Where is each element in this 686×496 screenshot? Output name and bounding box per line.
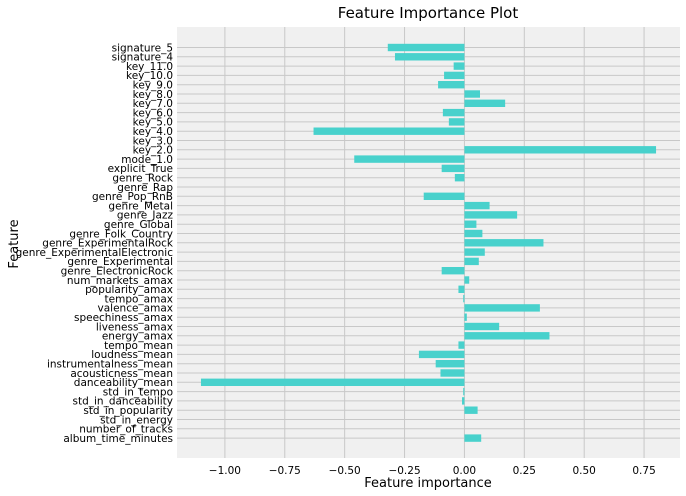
y-tick-label: key_9.0 bbox=[133, 80, 173, 92]
x-tick-label: −0.50 bbox=[329, 465, 361, 477]
y-tick-label: signature_5 bbox=[112, 42, 173, 54]
bar-layer bbox=[200, 43, 657, 442]
chart-title: Feature Importance Plot bbox=[338, 4, 519, 22]
x-tick-label: 0.00 bbox=[453, 465, 476, 477]
bar-std-in-tempo bbox=[463, 387, 465, 396]
y-tick-label: mode_1.0 bbox=[121, 154, 173, 166]
y-tick-label: genre_ElectronicRock bbox=[61, 266, 174, 278]
bar-num-markets-amax bbox=[464, 276, 470, 284]
y-tick-label: num_markets_amax bbox=[67, 275, 173, 287]
x-tick-label: −0.25 bbox=[388, 465, 420, 477]
bar-instrumentalness-mean bbox=[435, 360, 465, 368]
y-tick-label: key_2.0 bbox=[133, 145, 173, 157]
y-tick-label: genre_ExperimentalElectronic bbox=[16, 247, 174, 259]
bar-explicit-true bbox=[441, 164, 465, 173]
y-tick-label: genre_Global bbox=[104, 219, 173, 231]
bar-genre-folk-country bbox=[464, 229, 483, 238]
y-tick-label: genre_Experimental bbox=[67, 256, 173, 268]
x-tick-label: 0.75 bbox=[632, 465, 655, 477]
y-tick-label: key_10.0 bbox=[126, 70, 173, 82]
y-tick-label: energy_amax bbox=[102, 331, 173, 343]
bar-mode-1-0 bbox=[354, 155, 465, 163]
y-axis-label: Feature bbox=[7, 219, 22, 268]
y-tick-label: explicit_True bbox=[108, 163, 173, 175]
y-tick-label: key_5.0 bbox=[133, 117, 173, 129]
bar-genre-experimentalrock bbox=[464, 239, 544, 247]
y-tick-label: genre_ExperimentalRock bbox=[42, 238, 174, 250]
y-tick-label: genre_Pop_RnB bbox=[92, 191, 173, 203]
y-tick-label: album_time_minutes bbox=[63, 433, 173, 445]
y-tick-label: key_11.0 bbox=[126, 61, 173, 73]
y-tick-label: genre_Folk_Country bbox=[69, 228, 173, 240]
y-tick-label: tempo_mean bbox=[104, 340, 173, 352]
y-tick-label: genre_Metal bbox=[108, 200, 173, 212]
bar-key-9-0 bbox=[438, 81, 465, 89]
bar-genre-experimentalelectronic bbox=[464, 248, 485, 256]
y-tick-label: instrumentalness_mean bbox=[47, 359, 173, 371]
x-tick-label: 0.50 bbox=[572, 465, 595, 477]
bar-key-6-0 bbox=[442, 108, 465, 117]
y-tick-label: genre_Jazz bbox=[117, 210, 174, 222]
bar-key-8-0 bbox=[464, 90, 480, 98]
y-tick-label: signature_4 bbox=[112, 52, 174, 64]
y-tick-label: key_6.0 bbox=[133, 107, 173, 119]
bar-speechiness-amax bbox=[464, 313, 467, 321]
bar-signature-5 bbox=[387, 43, 465, 52]
bar-genre-experimental bbox=[464, 257, 479, 266]
bar-genre-global bbox=[464, 220, 477, 228]
bar-genre-jazz bbox=[464, 211, 518, 219]
bar-genre-electronicrock bbox=[441, 267, 465, 275]
bar-key-7-0 bbox=[464, 99, 506, 107]
y-tick-label: key_4.0 bbox=[133, 126, 173, 138]
y-tick-label: std_in_tempo bbox=[103, 386, 173, 398]
bar-genre-rock bbox=[454, 174, 465, 182]
y-tick-label: acousticness_mean bbox=[70, 368, 173, 380]
bar-genre-pop-rnb bbox=[423, 192, 465, 200]
y-tick-label: speechiness_amax bbox=[74, 312, 173, 324]
y-tick-label: liveness_amax bbox=[96, 321, 173, 333]
y-tick-label: std_in_danceability bbox=[73, 396, 174, 408]
y-tick-label: genre_Rap bbox=[117, 182, 173, 194]
y-tick-label: number_of_tracks bbox=[79, 424, 173, 436]
x-tick-label: 0.25 bbox=[513, 465, 536, 477]
y-tick-label: loudness_mean bbox=[91, 349, 173, 361]
y-tick-label: popularity_amax bbox=[85, 284, 173, 296]
bar-energy-amax bbox=[464, 332, 550, 340]
y-tick-label: std_in_popularity bbox=[83, 405, 173, 417]
y-tick-labels: signature_5signature_4key_11.0key_10.0ke… bbox=[16, 42, 174, 445]
bar-liveness-amax bbox=[464, 322, 500, 331]
bar-genre-metal bbox=[464, 201, 490, 210]
y-tick-label: key_8.0 bbox=[133, 89, 173, 101]
bar-key-4-0 bbox=[313, 127, 465, 135]
bar-key-11-0 bbox=[453, 62, 465, 70]
x-tick-label: −0.75 bbox=[269, 465, 301, 477]
bar-tempo-mean bbox=[458, 341, 465, 349]
y-tick-label: key_3.0 bbox=[133, 135, 173, 147]
bar-std-in-danceability bbox=[462, 397, 465, 405]
y-tick-label: danceability_mean bbox=[74, 377, 173, 389]
bar-danceability-mean bbox=[200, 378, 465, 386]
bar-loudness-mean bbox=[418, 350, 465, 359]
y-tick-label: std_in_energy bbox=[100, 414, 173, 426]
x-tick-label: −1.00 bbox=[209, 465, 241, 477]
bar-acousticness-mean bbox=[440, 369, 465, 377]
bar-popularity-amax bbox=[458, 285, 465, 293]
y-tick-label: valence_amax bbox=[98, 303, 173, 315]
bar-key-5-0 bbox=[448, 118, 465, 126]
bar-valence-amax bbox=[464, 304, 540, 312]
y-tick-label: genre_Rock bbox=[112, 173, 174, 185]
y-tick-label: key_7.0 bbox=[133, 98, 173, 110]
bar-signature-4 bbox=[394, 53, 465, 61]
bar-key-2-0 bbox=[464, 146, 657, 154]
x-tick-labels: −1.00 −0.75 −0.50 −0.25 0.00 0.25 0.50 0.75 bbox=[209, 465, 656, 477]
bar-album-time-minutes bbox=[464, 434, 482, 442]
y-tick-label: tempo_amax bbox=[105, 293, 173, 305]
x-axis-label: Feature importance bbox=[364, 476, 492, 491]
bar-std-in-popularity bbox=[464, 406, 478, 414]
bar-tempo-amax bbox=[463, 294, 465, 303]
bar-key-10-0 bbox=[444, 71, 465, 80]
